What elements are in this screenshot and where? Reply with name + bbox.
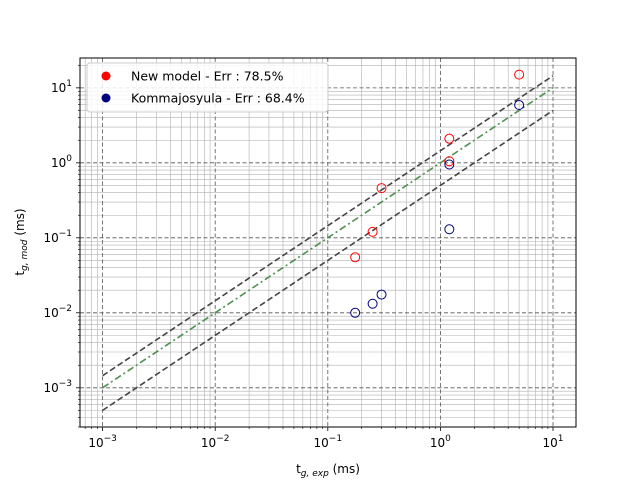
data-point-series-1 <box>444 224 455 235</box>
legend: New model - Err : 78.5% Kommajosyula - E… <box>86 62 329 113</box>
y-tick-label: 10−1 <box>43 229 72 245</box>
legend-box <box>86 62 329 113</box>
legend-marker-kommajosyula <box>101 93 111 103</box>
data-point-series-1 <box>514 100 525 111</box>
y-tick-label: 100 <box>51 154 72 170</box>
data-point-series-0 <box>444 156 455 167</box>
legend-marker-new-model <box>101 71 111 81</box>
x-tick-label: 10−2 <box>201 434 230 450</box>
x-axis-ticks: 10−3 10−2 10−1 100 101 <box>84 427 564 450</box>
reference-lines <box>102 75 554 412</box>
data-point-series-1 <box>444 159 455 170</box>
data-point-series-1 <box>367 298 378 309</box>
data-point-series-0 <box>514 69 525 80</box>
reference-line-identity <box>102 87 554 389</box>
x-tick-label: 100 <box>430 434 451 450</box>
y-tick-label: 101 <box>51 79 72 95</box>
y-axis-ticks: 10−3 10−2 10−1 100 101 <box>43 64 80 428</box>
legend-label-kommajosyula: Kommajosyula - Err : 68.4% <box>131 91 305 106</box>
y-axis-label: tg, mod (ms) <box>13 208 30 275</box>
y-tick-label: 10−3 <box>43 379 72 395</box>
data-point-series-0 <box>444 133 455 144</box>
data-point-series-0 <box>367 226 378 237</box>
x-tick-label: 10−3 <box>88 434 117 450</box>
x-axis-label: tg, exp (ms) <box>296 462 360 479</box>
data-point-series-1 <box>350 307 361 318</box>
x-tick-label: 101 <box>543 434 564 450</box>
data-points <box>350 69 525 318</box>
data-point-series-1 <box>376 289 387 300</box>
data-point-series-0 <box>376 183 387 194</box>
x-tick-label: 10−1 <box>314 434 343 450</box>
legend-label-new-model: New model - Err : 78.5% <box>131 69 284 84</box>
y-tick-label: 10−2 <box>43 304 72 320</box>
reference-line-lower-bound <box>102 109 554 412</box>
data-point-series-0 <box>350 252 361 263</box>
reference-line-upper-bound <box>102 75 554 377</box>
